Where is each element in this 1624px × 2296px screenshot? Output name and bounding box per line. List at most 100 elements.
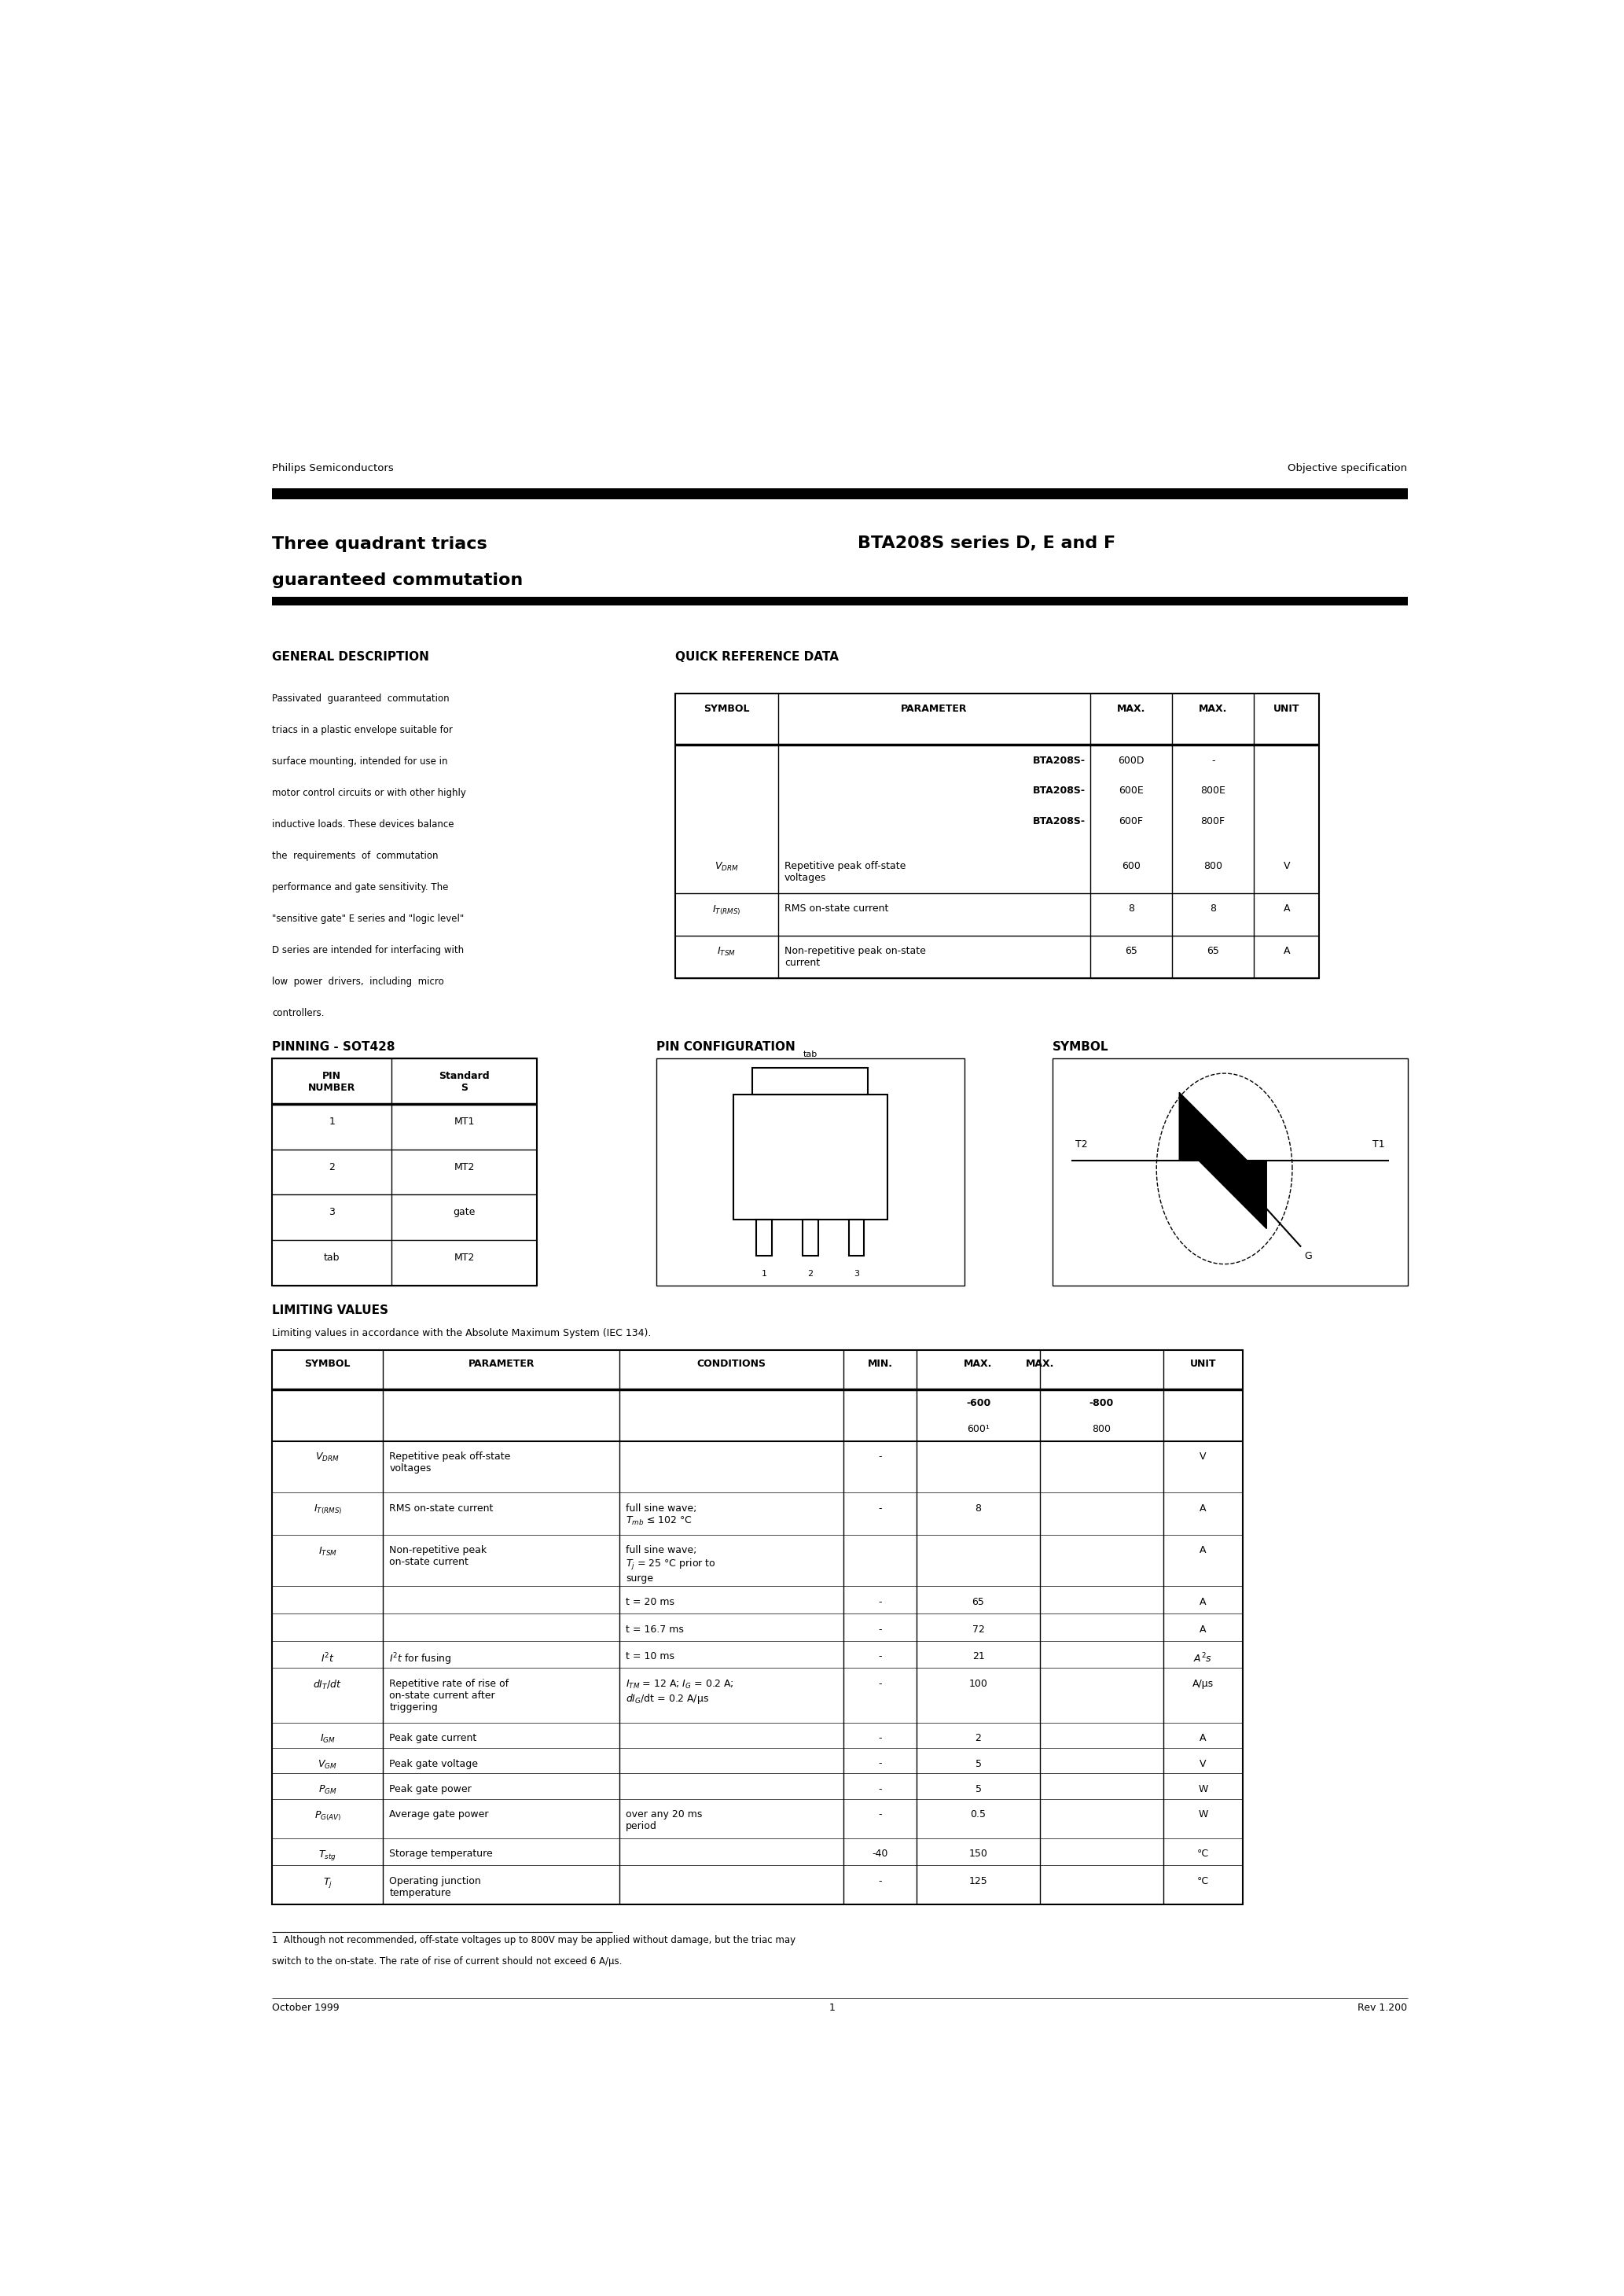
Text: "sensitive gate" E series and "logic level": "sensitive gate" E series and "logic lev… bbox=[273, 914, 464, 923]
Text: -: - bbox=[879, 1809, 882, 1821]
Text: BTA208S-: BTA208S- bbox=[1033, 785, 1085, 797]
Text: 1: 1 bbox=[762, 1270, 767, 1279]
Text: $I_{GM}$: $I_{GM}$ bbox=[320, 1733, 336, 1745]
Text: Repetitive peak off-state
voltages: Repetitive peak off-state voltages bbox=[784, 861, 906, 884]
Text: MAX.: MAX. bbox=[1026, 1359, 1054, 1368]
Text: Non-repetitive peak on-state
current: Non-repetitive peak on-state current bbox=[784, 946, 926, 969]
Text: UNIT: UNIT bbox=[1273, 705, 1299, 714]
Text: Storage temperature: Storage temperature bbox=[390, 1848, 492, 1860]
Text: 125: 125 bbox=[970, 1876, 987, 1887]
Text: 1: 1 bbox=[830, 2002, 835, 2014]
Text: $I_{TSM}$: $I_{TSM}$ bbox=[318, 1545, 338, 1557]
Text: $V_{GM}$: $V_{GM}$ bbox=[318, 1759, 338, 1770]
Text: G: G bbox=[1304, 1251, 1312, 1261]
Text: 150: 150 bbox=[970, 1848, 987, 1860]
Text: $I_{T(RMS)}$: $I_{T(RMS)}$ bbox=[713, 905, 741, 916]
Text: Peak gate voltage: Peak gate voltage bbox=[390, 1759, 477, 1768]
Text: D series are intended for interfacing with: D series are intended for interfacing wi… bbox=[273, 946, 464, 955]
Text: MT2: MT2 bbox=[453, 1162, 474, 1173]
Text: V: V bbox=[1200, 1451, 1207, 1463]
Text: Repetitive rate of rise of
on-state current after
triggering: Repetitive rate of rise of on-state curr… bbox=[390, 1678, 508, 1713]
Text: QUICK REFERENCE DATA: QUICK REFERENCE DATA bbox=[676, 650, 838, 664]
Text: Non-repetitive peak
on-state current: Non-repetitive peak on-state current bbox=[390, 1545, 487, 1568]
Text: Average gate power: Average gate power bbox=[390, 1809, 489, 1821]
Text: 800: 800 bbox=[1093, 1424, 1111, 1435]
Text: $dI_T/dt$: $dI_T/dt$ bbox=[313, 1678, 343, 1692]
Text: -: - bbox=[879, 1876, 882, 1887]
Text: Objective specification: Objective specification bbox=[1288, 464, 1408, 473]
Text: -: - bbox=[879, 1623, 882, 1635]
Text: $A^2s$: $A^2s$ bbox=[1194, 1651, 1213, 1665]
Text: V: V bbox=[1283, 861, 1289, 872]
Bar bbox=[752, 1068, 869, 1095]
Bar bbox=[732, 1095, 887, 1219]
Text: Repetitive peak off-state
voltages: Repetitive peak off-state voltages bbox=[390, 1451, 510, 1474]
Bar bbox=[757, 1219, 771, 1256]
Text: guaranteed commutation: guaranteed commutation bbox=[273, 572, 523, 588]
Text: $V_{DRM}$: $V_{DRM}$ bbox=[715, 861, 739, 872]
Text: SYMBOL: SYMBOL bbox=[703, 705, 750, 714]
Text: 0.5: 0.5 bbox=[971, 1809, 986, 1821]
Text: switch to the on-state. The rate of rise of current should not exceed 6 A/μs.: switch to the on-state. The rate of rise… bbox=[273, 1956, 622, 1965]
Text: UNIT: UNIT bbox=[1190, 1359, 1216, 1368]
Text: t = 20 ms: t = 20 ms bbox=[625, 1598, 674, 1607]
Bar bbox=[676, 693, 1319, 978]
Text: 8: 8 bbox=[1210, 905, 1216, 914]
Text: RMS on-state current: RMS on-state current bbox=[784, 905, 888, 914]
Text: MAX.: MAX. bbox=[1117, 705, 1145, 714]
Text: 2: 2 bbox=[330, 1162, 335, 1173]
Text: Three quadrant triacs: Three quadrant triacs bbox=[273, 535, 487, 551]
Text: BTA208S series D, E and F: BTA208S series D, E and F bbox=[857, 535, 1116, 551]
Bar bbox=[273, 1350, 1242, 1906]
Text: low  power  drivers,  including  micro: low power drivers, including micro bbox=[273, 976, 445, 987]
Bar bbox=[849, 1219, 864, 1256]
Text: 65: 65 bbox=[1207, 946, 1220, 957]
Text: A: A bbox=[1283, 946, 1289, 957]
Text: 8: 8 bbox=[1129, 905, 1134, 914]
Text: °C: °C bbox=[1197, 1876, 1208, 1887]
Text: -: - bbox=[879, 1451, 882, 1463]
Text: over any 20 ms
period: over any 20 ms period bbox=[625, 1809, 703, 1832]
Bar bbox=[656, 1058, 965, 1286]
Bar bbox=[273, 1058, 536, 1286]
Text: 21: 21 bbox=[973, 1651, 984, 1662]
Text: PIN CONFIGURATION: PIN CONFIGURATION bbox=[656, 1042, 796, 1054]
Text: 1: 1 bbox=[330, 1116, 335, 1127]
Text: $T_j$: $T_j$ bbox=[323, 1876, 333, 1890]
Text: 800: 800 bbox=[1203, 861, 1223, 872]
Text: 65: 65 bbox=[1125, 946, 1137, 957]
Text: V: V bbox=[1200, 1759, 1207, 1768]
Text: 800F: 800F bbox=[1200, 815, 1224, 827]
Text: -: - bbox=[1212, 755, 1215, 765]
Text: A: A bbox=[1200, 1623, 1207, 1635]
Text: 5: 5 bbox=[974, 1784, 981, 1793]
Text: 2: 2 bbox=[974, 1733, 981, 1743]
Text: t = 16.7 ms: t = 16.7 ms bbox=[625, 1623, 684, 1635]
Text: $I_{TSM}$: $I_{TSM}$ bbox=[718, 946, 736, 957]
Text: tab: tab bbox=[323, 1254, 339, 1263]
Text: $P_{G(AV)}$: $P_{G(AV)}$ bbox=[313, 1809, 341, 1823]
Text: -800: -800 bbox=[1090, 1398, 1114, 1410]
Text: 2: 2 bbox=[807, 1270, 814, 1279]
Text: BTA208S-: BTA208S- bbox=[1033, 815, 1085, 827]
Text: PINNING - SOT428: PINNING - SOT428 bbox=[273, 1042, 395, 1054]
Text: $I^2t$: $I^2t$ bbox=[320, 1651, 335, 1665]
Text: 600: 600 bbox=[1122, 861, 1140, 872]
Text: 600D: 600D bbox=[1117, 755, 1145, 765]
Bar bbox=[273, 489, 1408, 501]
Text: T2: T2 bbox=[1075, 1139, 1088, 1150]
Text: PARAMETER: PARAMETER bbox=[468, 1359, 534, 1368]
Text: performance and gate sensitivity. The: performance and gate sensitivity. The bbox=[273, 882, 448, 893]
Text: 1  Although not recommended, off-state voltages up to 800V may be applied withou: 1 Although not recommended, off-state vo… bbox=[273, 1936, 796, 1945]
Text: SYMBOL: SYMBOL bbox=[305, 1359, 351, 1368]
Text: surface mounting, intended for use in: surface mounting, intended for use in bbox=[273, 755, 448, 767]
Text: GENERAL DESCRIPTION: GENERAL DESCRIPTION bbox=[273, 650, 429, 664]
Text: -40: -40 bbox=[872, 1848, 888, 1860]
Text: -: - bbox=[879, 1733, 882, 1743]
Text: SYMBOL: SYMBOL bbox=[1052, 1042, 1109, 1054]
Text: Philips Semiconductors: Philips Semiconductors bbox=[273, 464, 395, 473]
Bar bbox=[1052, 1058, 1408, 1286]
Text: $I_{T(RMS)}$: $I_{T(RMS)}$ bbox=[313, 1504, 343, 1515]
Text: $T_{stg}$: $T_{stg}$ bbox=[318, 1848, 336, 1862]
Text: MAX.: MAX. bbox=[965, 1359, 992, 1368]
